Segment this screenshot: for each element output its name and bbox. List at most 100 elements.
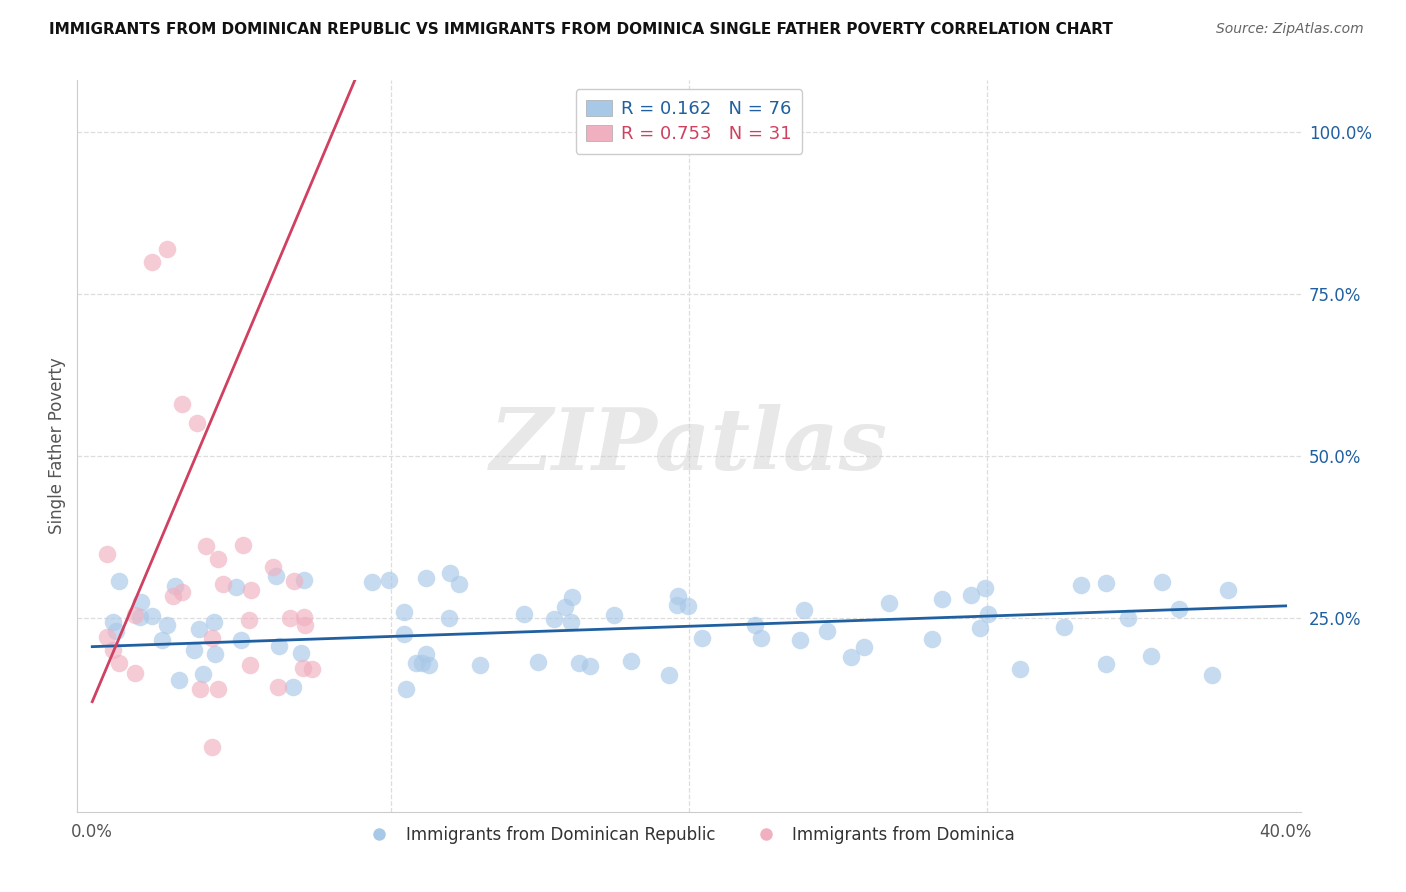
Point (172, 585, 194, 599)
Point (690, 631, 713, 645)
Point (1118, 611, 1140, 625)
Point (405, 656, 427, 670)
Point (744, 617, 766, 632)
Point (262, 559, 284, 574)
Point (395, 681, 418, 696)
Point (415, 647, 437, 661)
Point (292, 573, 315, 587)
Point (977, 607, 1000, 621)
Point (1140, 648, 1163, 663)
Point (129, 610, 152, 624)
Text: ZIPatlas: ZIPatlas (489, 404, 889, 488)
Point (1095, 657, 1118, 671)
Point (931, 591, 953, 606)
Point (468, 658, 491, 673)
Point (301, 662, 323, 676)
Point (394, 606, 416, 620)
Point (101, 643, 124, 657)
Point (290, 646, 312, 660)
Point (267, 680, 290, 694)
Point (141, 254, 163, 268)
Point (973, 581, 995, 595)
Point (188, 622, 211, 636)
Text: Source: ZipAtlas.com: Source: ZipAtlas.com (1216, 22, 1364, 37)
Point (207, 681, 229, 696)
Point (666, 589, 689, 603)
Point (749, 632, 772, 646)
Point (603, 607, 626, 622)
Point (188, 681, 211, 696)
Point (793, 602, 815, 616)
Point (567, 657, 589, 671)
Point (163, 579, 186, 593)
Point (124, 665, 146, 680)
Point (229, 632, 252, 647)
Point (411, 656, 433, 670)
Point (1070, 577, 1092, 591)
Point (579, 658, 602, 673)
Point (1094, 576, 1116, 591)
Point (560, 615, 582, 630)
Point (281, 680, 304, 694)
Point (240, 583, 263, 598)
Point (238, 614, 260, 628)
Point (1010, 662, 1032, 676)
Point (283, 574, 305, 589)
Point (264, 568, 287, 582)
Point (392, 627, 415, 641)
Point (232, 539, 254, 553)
Point (267, 640, 290, 654)
Point (129, 595, 152, 609)
Point (513, 607, 536, 621)
Point (156, 242, 179, 256)
Point (543, 612, 565, 626)
Point (527, 656, 550, 670)
Point (439, 566, 461, 580)
Point (155, 618, 177, 632)
Text: IMMIGRANTS FROM DOMINICAN REPUBLIC VS IMMIGRANTS FROM DOMINICA SINGLE FATHER POV: IMMIGRANTS FROM DOMINICAN REPUBLIC VS IM… (49, 22, 1114, 37)
Point (377, 573, 399, 587)
Point (201, 631, 224, 645)
Point (193, 666, 215, 681)
Point (212, 577, 235, 591)
Point (150, 632, 173, 647)
Point (278, 611, 301, 625)
Point (969, 621, 991, 635)
Point (1150, 575, 1173, 590)
Point (1201, 667, 1223, 681)
Point (200, 739, 222, 754)
Point (96, 547, 118, 561)
Point (959, 588, 981, 602)
Point (852, 640, 875, 655)
Point (225, 580, 247, 594)
Point (789, 632, 811, 647)
Point (108, 574, 131, 589)
Legend: Immigrants from Dominican Republic, Immigrants from Dominica: Immigrants from Dominican Republic, Immi… (356, 820, 1022, 851)
Point (877, 596, 900, 610)
Point (361, 574, 384, 589)
Point (294, 617, 316, 632)
Point (678, 599, 700, 613)
Point (183, 643, 205, 657)
Point (194, 539, 217, 553)
Y-axis label: Single Father Poverty: Single Father Poverty (48, 358, 66, 534)
Point (204, 615, 226, 630)
Point (239, 657, 262, 672)
Point (124, 607, 146, 622)
Point (204, 648, 226, 662)
Point (1167, 602, 1189, 616)
Point (815, 624, 838, 638)
Point (665, 598, 688, 612)
Point (1216, 583, 1239, 598)
Point (141, 609, 163, 624)
Point (96, 630, 118, 644)
Point (658, 668, 681, 682)
Point (921, 632, 943, 647)
Point (1053, 620, 1076, 634)
Point (207, 552, 229, 566)
Point (449, 577, 471, 591)
Point (620, 654, 643, 668)
Point (415, 571, 437, 585)
Point (554, 599, 576, 614)
Point (186, 417, 208, 431)
